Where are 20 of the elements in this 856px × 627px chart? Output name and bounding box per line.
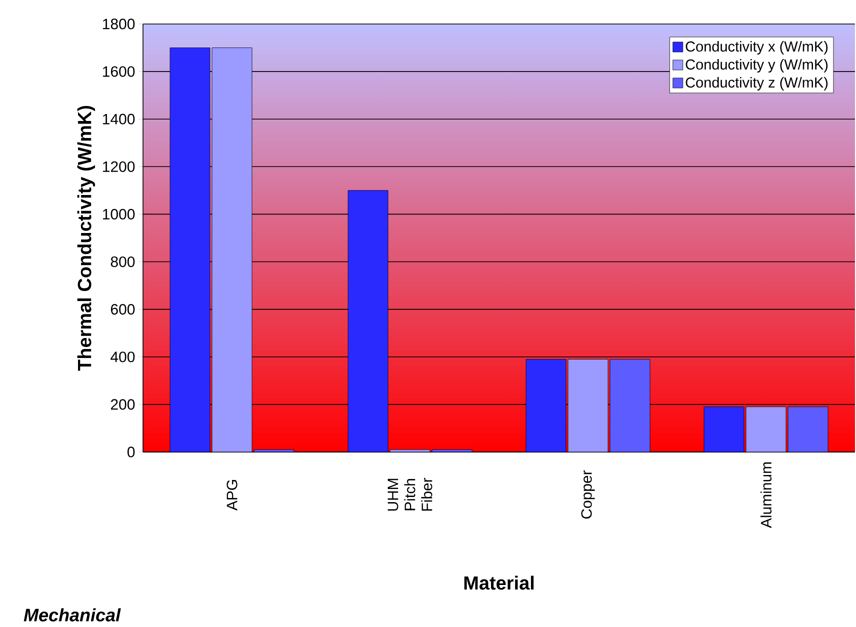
x-tick-label: APG — [226, 480, 238, 511]
x-tick-label: Copper — [581, 470, 595, 519]
y-tick-label: 0 — [127, 446, 135, 458]
y-axis-title: Thermal Conductivity (W/mK) — [77, 106, 96, 371]
y-tick-label: 600 — [110, 304, 135, 315]
y-tick-label: 800 — [110, 256, 135, 268]
y-tick-label: 1200 — [103, 161, 135, 172]
x-tick-label: UHM Pitch Fiber — [388, 478, 432, 511]
text: Mechanical — [24, 608, 121, 622]
y-tick-label: 200 — [110, 399, 135, 410]
y-tick-label: 1600 — [103, 66, 135, 77]
y-tick-label: 1000 — [103, 208, 135, 220]
y-tick-label: 400 — [110, 352, 135, 362]
legend-label: Conductivity x (W/mK) — [686, 41, 828, 55]
x-tick-label: Aluminum — [760, 462, 772, 528]
legend-label: Conductivity z (W/mK) — [686, 76, 828, 91]
y-tick-label: 1800 — [103, 18, 135, 30]
y-tick-label: 1400 — [103, 114, 135, 124]
x-axis-title: Material — [464, 576, 534, 590]
legend-label: Conductivity y (W/mK) — [686, 59, 828, 73]
